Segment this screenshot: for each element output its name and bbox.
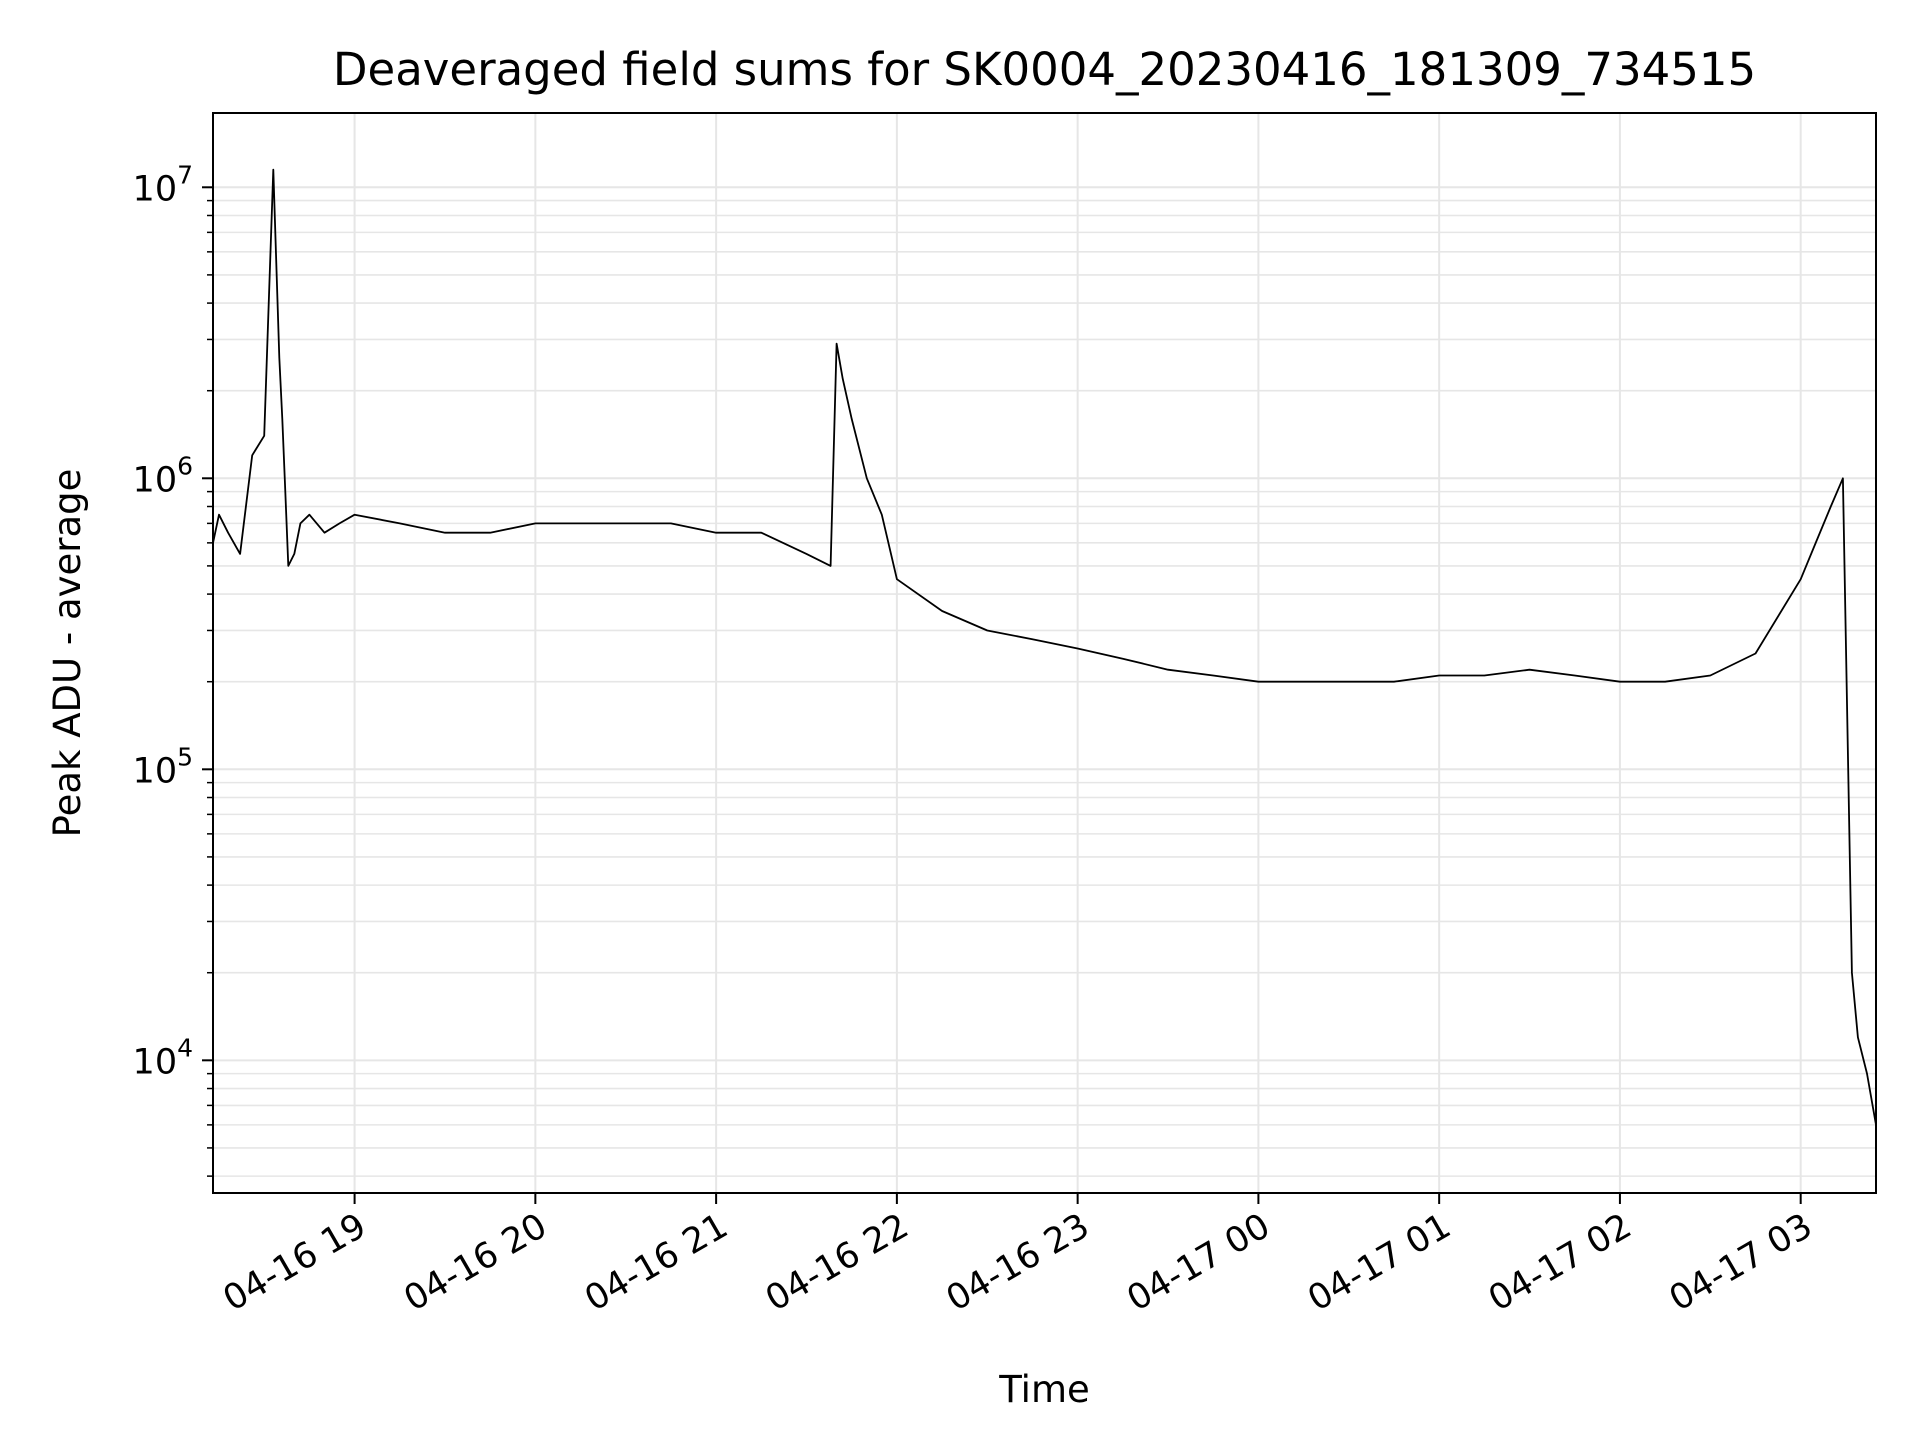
y-tick-label-base: 10 [133,751,178,791]
grid-layer [213,113,1876,1193]
y-tick-label: 104 [133,1033,193,1082]
y-tick-label-base: 10 [133,460,178,500]
series-line [212,168,1877,1126]
y-tick-label-base: 10 [133,1042,178,1082]
y-tick-label-exponent: 7 [177,160,193,189]
y-axis-label: Peak ADU - average [46,469,89,838]
chart-title: Deaveraged field sums for SK0004_2023041… [333,43,1756,96]
y-tick-label-base: 10 [133,169,178,209]
y-tick-label-exponent: 5 [177,742,193,771]
series-layer [212,168,1877,1126]
y-tick-label-exponent: 4 [177,1033,193,1062]
plot-frame [212,112,1877,1194]
y-tick-label: 105 [133,742,193,791]
y-tick-label: 107 [133,160,193,209]
y-tick-label-exponent: 6 [177,451,193,480]
y-tick-label: 106 [133,451,193,500]
x-axis-label: Time [998,1368,1090,1411]
